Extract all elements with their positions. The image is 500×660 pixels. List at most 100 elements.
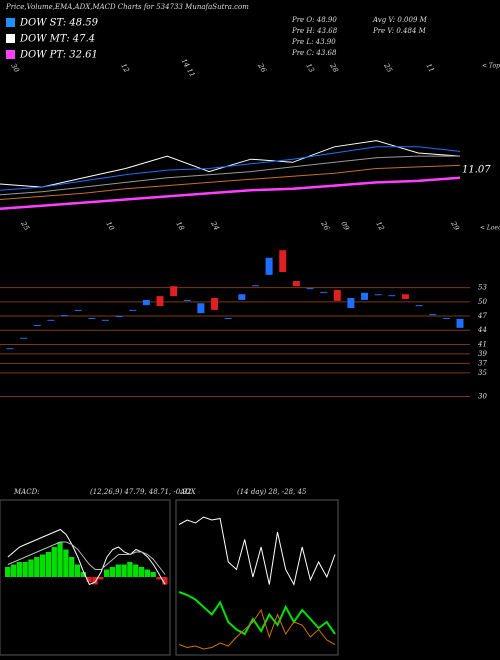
candle (347, 298, 355, 308)
date-label: 25 (382, 61, 394, 74)
histogram-bar (39, 554, 46, 577)
ema-line (0, 146, 461, 191)
histogram-bar (80, 572, 86, 577)
panel-params: (12,26,9) 47.79, 48.71, -0.92 (90, 488, 192, 496)
candle (74, 309, 82, 311)
legend-swatch (6, 18, 15, 27)
candle (320, 291, 328, 293)
panel-title: ADX (179, 488, 197, 496)
legend-label: DOW ST: 48.59 (19, 18, 99, 29)
macd-panel (0, 499, 171, 656)
ema-line (0, 176, 461, 211)
candle (183, 299, 191, 301)
y-tick-label: 50 (478, 298, 487, 306)
adx-panel (175, 499, 339, 656)
histogram-bar (5, 567, 11, 577)
date-label: 18 (174, 220, 186, 232)
histogram-bar (16, 562, 22, 577)
candle (47, 319, 55, 321)
date-label: 13 (304, 62, 316, 74)
y-tick-label: 53 (478, 284, 487, 292)
date-label: 24 (209, 219, 221, 232)
candle (238, 294, 246, 300)
axis-note: < Tope (482, 63, 500, 70)
candle (88, 317, 96, 319)
date-label: 12 (119, 62, 131, 74)
stat: Pre H: 43.68 (291, 27, 338, 35)
candle (251, 285, 259, 287)
macd-line (7, 528, 166, 586)
histogram-bar (98, 577, 104, 580)
date-label: 26 (319, 219, 331, 232)
candle (33, 325, 41, 327)
candle (442, 317, 450, 319)
candle (388, 295, 396, 297)
candle (292, 280, 300, 287)
candle (101, 319, 109, 321)
candle (456, 318, 464, 328)
histogram-bar (74, 564, 81, 577)
stat: Pre O: 48.90 (291, 16, 337, 24)
legend-swatch (6, 34, 15, 43)
y-tick-label: 47 (477, 312, 487, 320)
candle (170, 286, 178, 297)
y-tick-label: 44 (477, 326, 487, 334)
candle (333, 289, 341, 301)
stat: Pre C: 43.68 (291, 49, 337, 57)
date-label: 25 (19, 219, 31, 232)
panel-params: (14 day) 28, -28, 45 (237, 488, 307, 496)
histogram-bar (63, 549, 69, 577)
legend-label: DOW MT: 47.4 (19, 34, 95, 45)
y-tick-label: 41 (477, 340, 487, 348)
legend-label: DOW PT: 32.61 (19, 50, 98, 61)
candle (374, 294, 382, 296)
y-tick-label: 35 (478, 369, 487, 377)
page-title: Price,Volume,EMA,ADX,MACD Charts for 534… (5, 3, 249, 11)
candle (20, 337, 28, 339)
candle (361, 292, 369, 300)
ema-line (0, 164, 461, 200)
histogram-bar (103, 569, 110, 577)
histogram-bar (144, 569, 151, 577)
candle (224, 317, 232, 319)
histogram-bar (57, 542, 63, 577)
date-label: 30 (9, 62, 21, 74)
date-label: 12 (374, 220, 386, 232)
histogram-bar (10, 564, 17, 577)
date-label: 10 (104, 220, 116, 232)
date-label: 29 (449, 219, 461, 232)
histogram-bar (127, 562, 133, 577)
histogram-bar (22, 562, 28, 577)
panel-title: MACD: (13, 488, 40, 496)
candle (129, 309, 137, 311)
ema-line (0, 155, 460, 196)
y-tick-label: 37 (478, 359, 487, 367)
stat: Pre V: 0.484 M (372, 27, 427, 35)
date-label: 11 (424, 62, 435, 74)
histogram-bar (115, 564, 121, 577)
stat: Pre L: 43.90 (291, 38, 336, 46)
date-label: 09 (339, 220, 351, 232)
histogram-bar (150, 572, 156, 577)
histogram-bar (109, 567, 116, 577)
adx-line (178, 591, 336, 636)
legend-swatch (6, 50, 15, 59)
candle (156, 296, 164, 307)
histogram-bar (162, 577, 168, 585)
candle (429, 314, 437, 316)
histogram-bar (45, 552, 52, 577)
y-tick-label: 39 (478, 350, 487, 358)
histogram-bar (86, 577, 92, 582)
candle (265, 257, 273, 275)
candle (6, 348, 14, 350)
histogram-bar (92, 577, 98, 585)
date-label: 28 (328, 61, 340, 74)
adx-line (178, 608, 336, 650)
candle (211, 298, 219, 310)
candle (401, 294, 409, 299)
histogram-bar (69, 557, 75, 577)
histogram-bar (34, 557, 40, 577)
candle (115, 316, 123, 318)
stat: Avg V: 0.009 M (372, 16, 428, 24)
